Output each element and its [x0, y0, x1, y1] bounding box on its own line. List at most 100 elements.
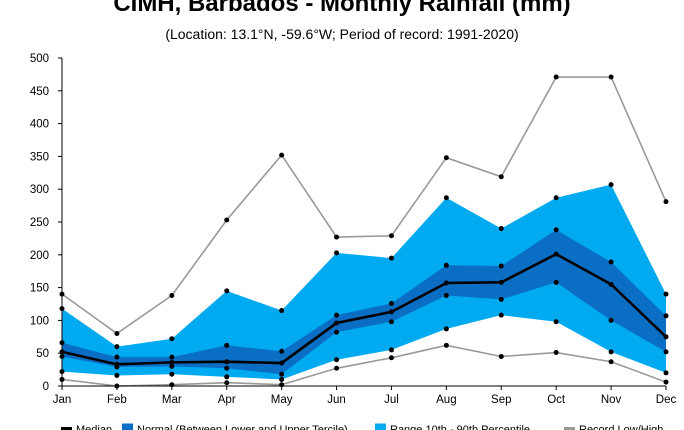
p10-point — [553, 319, 559, 325]
record-high-point — [388, 233, 394, 239]
x-tick-label: Sep — [491, 394, 511, 406]
bands-layer — [62, 184, 666, 380]
chart-title: CIMH, Barbados - Monthly Rainfall (mm) — [113, 0, 571, 17]
p90-point — [224, 288, 230, 294]
legend-label: Range 10th - 90th Percentile — [390, 424, 530, 430]
record-high-point — [114, 331, 120, 337]
record-high-point — [663, 199, 669, 205]
y-tick-label: 450 — [30, 86, 49, 98]
upper-tercile-point — [169, 354, 175, 360]
x-tick-label: May — [271, 394, 293, 406]
upper-tercile-point — [279, 348, 285, 354]
p90-point — [334, 250, 340, 256]
record-low-point — [388, 355, 394, 361]
x-tick-label: Apr — [218, 394, 236, 406]
p90-point — [553, 195, 559, 201]
lower-tercile-point — [334, 329, 340, 335]
p10-point — [388, 347, 394, 353]
p90-point — [388, 255, 394, 261]
median-point — [443, 280, 449, 286]
x-tick-label: Jun — [327, 394, 346, 406]
lower-tercile-point — [279, 371, 285, 377]
median-point — [663, 334, 669, 340]
p10-point — [224, 374, 230, 380]
p10-point — [169, 371, 175, 377]
upper-tercile-point — [498, 263, 504, 269]
p90-point — [279, 308, 285, 314]
p90-point — [114, 344, 120, 350]
lower-tercile-point — [498, 296, 504, 302]
record-high-point — [553, 74, 559, 80]
x-tick-label: Dec — [656, 394, 677, 406]
legend-swatch — [61, 427, 72, 430]
p10-point — [663, 370, 669, 376]
points-layer — [59, 74, 669, 389]
axes-layer: 0 50 100 150 200 250 300 350 400 450 500 Jan Feb Mar A… — [30, 53, 677, 406]
record-low-point — [334, 365, 340, 371]
p90-point — [443, 195, 449, 201]
p90-point — [498, 226, 504, 232]
p10-point — [114, 373, 120, 379]
record-low-point — [498, 353, 504, 359]
p10-point — [279, 376, 285, 382]
lower-tercile-point — [169, 363, 175, 369]
median-point — [224, 359, 230, 365]
x-tick-label: Aug — [436, 394, 456, 406]
record-low-point — [663, 379, 669, 385]
chart-subtitle: (Location: 13.1°N, -59.6°W; Period of re… — [165, 26, 519, 42]
median-point — [334, 320, 340, 326]
legend-swatch — [375, 423, 386, 430]
upper-tercile-point — [663, 313, 669, 319]
lower-tercile-point — [608, 317, 614, 323]
x-tick-label: Nov — [601, 394, 622, 406]
median-point — [388, 309, 394, 315]
legend-swatch — [122, 423, 133, 430]
record-low-point — [553, 350, 559, 356]
median-line — [61, 252, 667, 366]
lower-tercile-point — [553, 279, 559, 285]
median-point — [114, 361, 120, 367]
record-high-point — [169, 292, 175, 298]
upper-tercile-point — [553, 227, 559, 233]
upper-tercile-point — [388, 300, 394, 306]
p90-point — [608, 182, 614, 188]
upper-tercile-point — [608, 259, 614, 265]
x-tick-label: Oct — [547, 394, 566, 406]
y-tick-label: 300 — [30, 184, 49, 196]
y-tick-label: 500 — [30, 53, 49, 65]
x-tick-label: Jan — [53, 394, 72, 406]
tercile-band — [62, 229, 666, 375]
x-tick-label: Mar — [162, 394, 182, 406]
upper-tercile-point — [114, 354, 120, 360]
record-high-point — [608, 74, 614, 80]
median-point — [498, 279, 504, 285]
upper-tercile-point — [224, 342, 230, 348]
lower-tercile-point — [224, 365, 230, 371]
record-low-point — [443, 342, 449, 348]
percentile-band — [62, 184, 666, 380]
p10-point — [334, 357, 340, 363]
y-tick-label: 150 — [30, 283, 49, 295]
p90-point — [663, 291, 669, 297]
record-high-point — [334, 234, 340, 240]
x-tick-label: Feb — [107, 394, 127, 406]
y-tick-label: 400 — [30, 119, 49, 131]
record-low-point — [608, 359, 614, 365]
p10-point — [498, 312, 504, 318]
x-tick-label: Jul — [384, 394, 399, 406]
lines-layer — [61, 76, 667, 387]
record-high-line — [61, 76, 667, 335]
y-tick-label: 350 — [30, 151, 49, 163]
record-low-point — [224, 380, 230, 386]
y-tick-label: 200 — [30, 250, 49, 262]
record-low-line — [61, 344, 667, 387]
median-point — [279, 360, 285, 366]
record-high-point — [443, 155, 449, 161]
upper-tercile-point — [443, 262, 449, 268]
p10-point — [443, 326, 449, 332]
median-point — [608, 281, 614, 287]
upper-tercile-point — [334, 312, 340, 318]
median-point — [553, 251, 559, 257]
record-high-point — [224, 217, 230, 223]
